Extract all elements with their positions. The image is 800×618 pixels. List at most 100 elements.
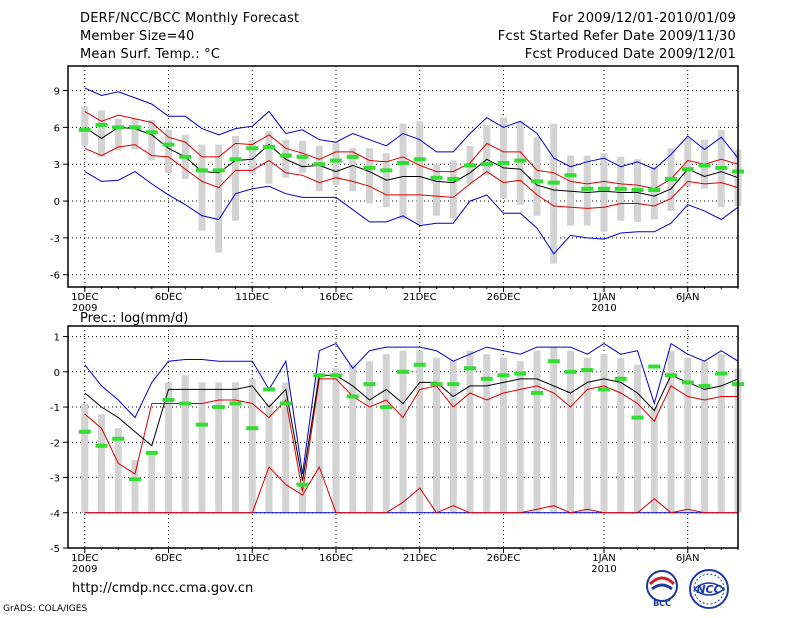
prec-observed-mark-3 bbox=[112, 436, 125, 441]
temp-observed-mark-39 bbox=[715, 165, 728, 170]
prec-range-bar-27 bbox=[516, 361, 524, 513]
prec-observed-mark-25 bbox=[480, 376, 493, 381]
prec-observed-mark-8 bbox=[196, 422, 208, 427]
prec-observed-mark-16 bbox=[330, 373, 342, 378]
temp-observed-mark-6 bbox=[162, 142, 175, 147]
temp-range-bar-2 bbox=[98, 110, 105, 157]
temp-observed-mark-16 bbox=[330, 158, 342, 163]
temp-observed-mark-29 bbox=[547, 180, 560, 185]
temp-range-bar-18 bbox=[366, 148, 373, 204]
prec-range-bar-21 bbox=[416, 350, 424, 513]
prec-range-bar-14 bbox=[299, 484, 306, 513]
chart-title: DERF/NCC/BCC Monthly Forecast bbox=[80, 11, 300, 26]
precip-panel-title: Prec.: log(mm/d) bbox=[80, 311, 188, 326]
temp-observed-mark-7 bbox=[179, 154, 192, 159]
prec-range-bar-26 bbox=[500, 357, 507, 513]
temp-xtick-label-21: 21DEC bbox=[403, 292, 437, 303]
temp-observed-mark-9 bbox=[212, 168, 225, 173]
temp-ytick-label--6: -6 bbox=[50, 271, 60, 282]
temp-range-bar-26 bbox=[500, 117, 507, 199]
temp-observed-mark-3 bbox=[112, 125, 125, 130]
prec-observed-mark-35 bbox=[648, 364, 661, 369]
temp-observed-mark-27 bbox=[514, 158, 527, 163]
temp-ytick-label-9: 9 bbox=[54, 87, 60, 98]
temp-observed-mark-18 bbox=[363, 165, 376, 170]
temp-observed-mark-34 bbox=[631, 188, 644, 193]
prec-range-bar-34 bbox=[634, 364, 641, 513]
prec-xtick-year-1: 2009 bbox=[72, 564, 97, 575]
prec-observed-mark-26 bbox=[497, 373, 510, 378]
temp-xtick-label-37: 6JAN bbox=[676, 292, 699, 303]
temp-observed-mark-5 bbox=[145, 130, 158, 135]
prec-range-bar-12 bbox=[265, 403, 273, 513]
prec-range-bar-7 bbox=[181, 375, 189, 513]
prec-range-bar-17 bbox=[349, 364, 357, 513]
temp-ytick-label--3: -3 bbox=[50, 234, 60, 245]
temp-upper-line bbox=[84, 110, 739, 190]
temp-ytick-label-0: 0 bbox=[54, 197, 60, 208]
prec-observed-mark-29 bbox=[547, 359, 560, 364]
prec-observed-mark-20 bbox=[397, 369, 409, 374]
variable-label: Mean Surf. Temp.: °C bbox=[80, 47, 221, 62]
prec-range-bar-24 bbox=[466, 350, 474, 513]
prec-range-bar-30 bbox=[567, 350, 574, 513]
temp-range-bar-28 bbox=[533, 137, 541, 216]
prec-xtick-label-21: 21DEC bbox=[403, 553, 437, 564]
temp-observed-mark-11 bbox=[246, 146, 259, 151]
prec-range-bar-36 bbox=[667, 350, 675, 513]
prec-observed-mark-5 bbox=[145, 450, 158, 455]
prec-range-bar-22 bbox=[433, 357, 440, 513]
temp-range-bar-22 bbox=[433, 164, 440, 216]
temp-xtick-label-1: 1DEC bbox=[71, 292, 98, 303]
prec-observed-mark-24 bbox=[464, 366, 476, 371]
bcc-logo: BCC bbox=[642, 568, 682, 612]
start-refer-date-label: Fcst Started Refer Date 2009/11/30 bbox=[497, 29, 736, 44]
temp-mean-line bbox=[84, 126, 739, 197]
prec-range-bar-16 bbox=[332, 368, 340, 513]
bcc-logo-text: BCC bbox=[653, 599, 671, 608]
prec-range-bar-35 bbox=[650, 407, 658, 513]
prec-observed-mark-18 bbox=[363, 382, 376, 387]
temp-range-bar-23 bbox=[449, 160, 457, 219]
prec-range-bar-15 bbox=[315, 375, 323, 513]
prec-observed-mark-28 bbox=[531, 390, 543, 395]
temp-observed-mark-4 bbox=[129, 125, 141, 130]
prec-xtick-label-37: 6JAN bbox=[676, 553, 699, 564]
temp-range-bar-3 bbox=[114, 118, 122, 151]
prec-range-bar-1 bbox=[81, 403, 89, 513]
prec-ytick-label--4: -4 bbox=[50, 509, 60, 520]
prec-lower-line bbox=[84, 465, 738, 514]
prec-range-bar-31 bbox=[583, 357, 591, 513]
source-url[interactable]: http://cmdp.ncc.cma.gov.cn bbox=[72, 581, 254, 596]
grads-credit: GrADS: COLA/IGES bbox=[3, 604, 88, 614]
prec-range-bar-18 bbox=[366, 361, 373, 513]
temp-observed-mark-32 bbox=[598, 186, 610, 191]
temp-observed-mark-23 bbox=[447, 176, 460, 181]
prec-observed-mark-36 bbox=[665, 373, 677, 378]
temp-ytick-label-3: 3 bbox=[54, 160, 60, 171]
prec-range-bar-39 bbox=[717, 354, 725, 513]
temp-observed-mark-17 bbox=[346, 154, 359, 159]
temp-range-bar-9 bbox=[215, 144, 223, 253]
temp-range-bar-25 bbox=[483, 124, 491, 176]
temp-xtick-label-11: 11DEC bbox=[235, 292, 269, 303]
prec-range-bar-9 bbox=[215, 382, 223, 513]
temp-observed-mark-1 bbox=[78, 127, 91, 132]
prec-range-bar-3 bbox=[114, 428, 122, 513]
prec-range-bar-28 bbox=[533, 350, 541, 513]
temp-range-bar-5 bbox=[148, 120, 156, 161]
temp-xtick-label-16: 16DEC bbox=[319, 292, 353, 303]
prec-ytick-label--1: -1 bbox=[50, 403, 60, 414]
temp-observed-mark-15 bbox=[313, 162, 326, 167]
prec-observed-mark-10 bbox=[229, 401, 242, 406]
temp-range-bar-15 bbox=[315, 145, 323, 192]
temp-range-bar-10 bbox=[232, 135, 239, 221]
temp-range-bar-4 bbox=[131, 118, 139, 150]
prec-ytick-label-0: 0 bbox=[54, 368, 60, 379]
prec-range-bar-32 bbox=[600, 354, 608, 513]
prec-range-bar-5 bbox=[148, 452, 156, 513]
member-size-label: Member Size=40 bbox=[80, 29, 195, 44]
prec-observed-mark-12 bbox=[263, 387, 275, 392]
